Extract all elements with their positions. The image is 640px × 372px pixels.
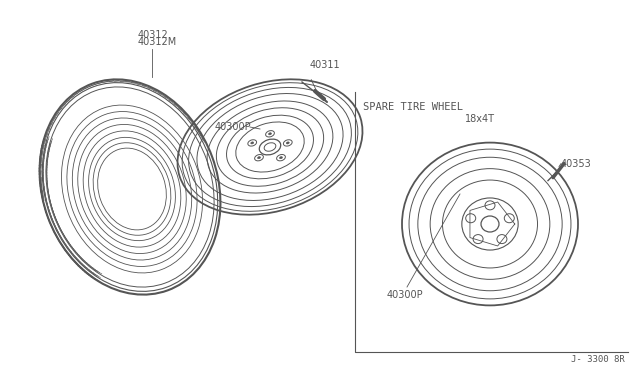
- Text: 40353: 40353: [561, 158, 592, 169]
- Text: 40300P: 40300P: [215, 122, 252, 132]
- Ellipse shape: [251, 142, 253, 144]
- Ellipse shape: [269, 133, 271, 135]
- Ellipse shape: [280, 157, 282, 159]
- Ellipse shape: [286, 142, 289, 144]
- Text: J- 3300 8R: J- 3300 8R: [572, 355, 625, 364]
- Text: 18x4T: 18x4T: [465, 114, 495, 124]
- Text: 40311: 40311: [310, 60, 340, 70]
- Ellipse shape: [257, 157, 260, 159]
- Text: 40312M: 40312M: [138, 37, 177, 47]
- Text: SPARE TIRE WHEEL: SPARE TIRE WHEEL: [363, 102, 463, 112]
- Text: 40300P: 40300P: [387, 290, 424, 300]
- Text: 40312: 40312: [138, 30, 169, 40]
